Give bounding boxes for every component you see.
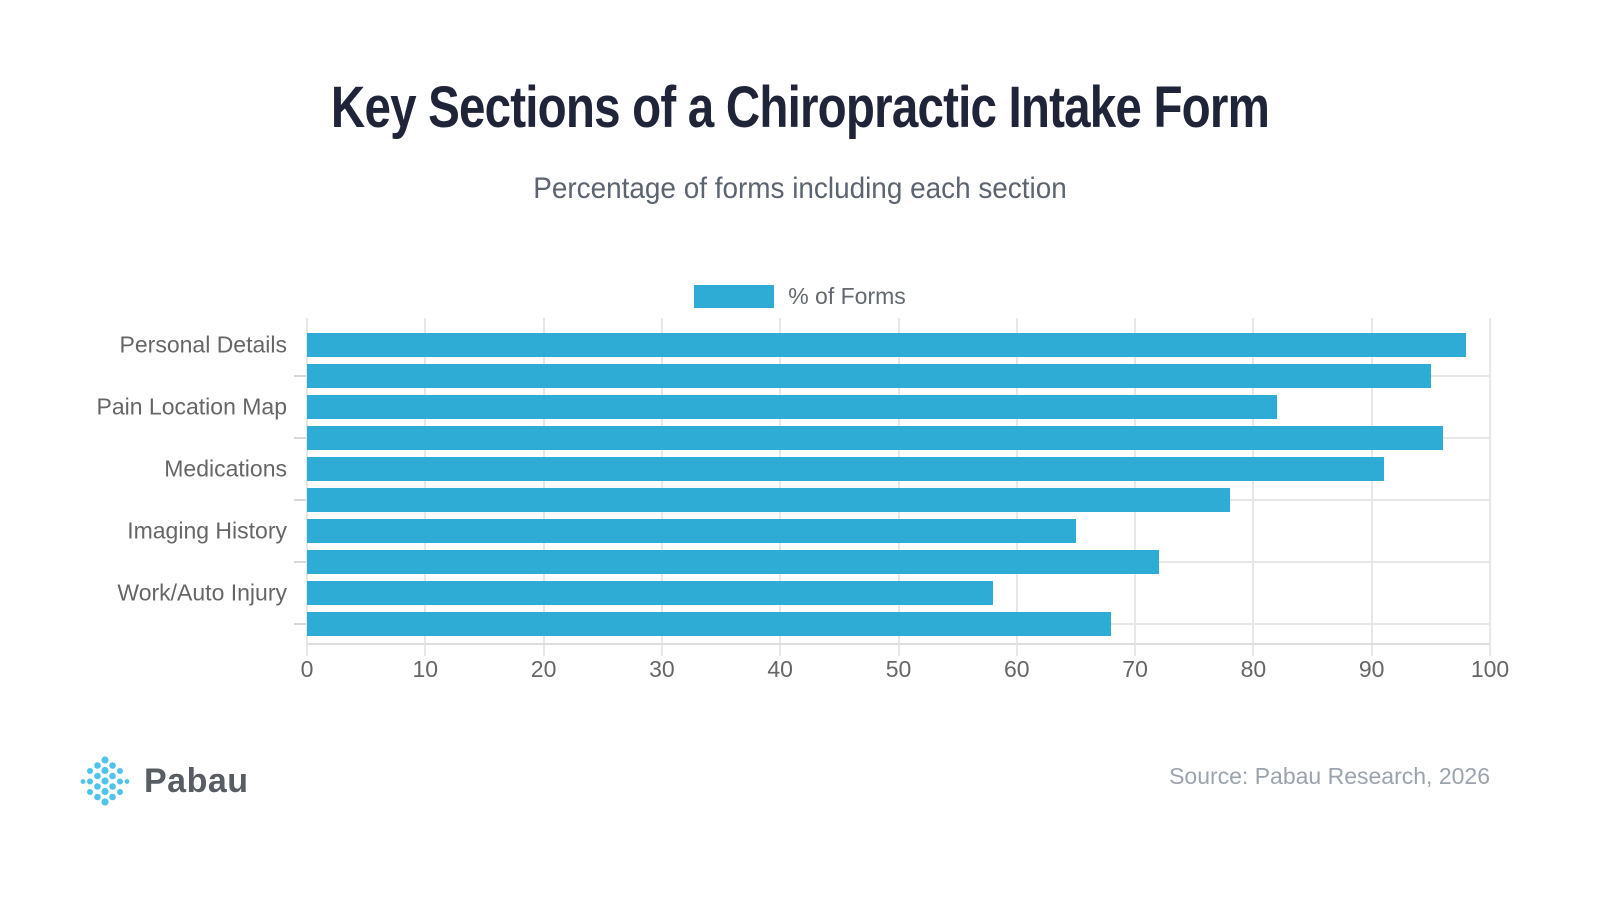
gridline-x-90 <box>1370 318 1373 656</box>
x-tick-label-70: 70 <box>1122 656 1148 682</box>
y-tick-mark <box>294 499 307 501</box>
x-tick-label-30: 30 <box>649 656 675 682</box>
x-tick-label-90: 90 <box>1358 656 1385 682</box>
y-tick-mark <box>294 561 307 563</box>
brand-name: Pabau <box>144 761 249 800</box>
gridline-x-0 <box>306 318 308 656</box>
page-subtitle: Percentage of forms including each secti… <box>533 172 1067 205</box>
y-tick-mark <box>294 375 307 377</box>
logo-dot <box>87 768 93 774</box>
logo-dot <box>101 777 109 785</box>
logo-dot <box>117 768 123 774</box>
logo-dot <box>94 793 101 801</box>
bar-Personal Details <box>307 333 1467 357</box>
gridline-x-20 <box>542 318 545 656</box>
bar-row-6 <box>307 488 1230 512</box>
legend-swatch <box>694 285 775 308</box>
bar-row-4 <box>307 426 1443 450</box>
logo-dot <box>101 798 109 806</box>
logo-dot <box>109 762 116 769</box>
x-tick-label-100: 100 <box>1470 656 1510 682</box>
logo-dot <box>117 789 123 795</box>
logo-dot <box>124 779 130 784</box>
gridline-x-40 <box>779 318 782 656</box>
bar-row-8 <box>307 550 1159 574</box>
logo-dot <box>94 783 101 790</box>
logo-dot <box>80 779 86 784</box>
logo-dot <box>117 778 123 785</box>
bar-Pain Location Map <box>307 395 1278 419</box>
y-category-label: Work/Auto Injury <box>117 579 287 606</box>
gridline-x-70 <box>1134 318 1137 656</box>
x-tick-label-0: 0 <box>300 656 314 682</box>
logo-dot <box>109 772 116 780</box>
gridline-x-60 <box>1015 318 1018 656</box>
logo-dot <box>101 766 109 775</box>
page-title: Key Sections of a Chiropractic Intake Fo… <box>330 75 1270 140</box>
y-axis-labels: Personal Details Pain Location Map Medicat… <box>0 318 290 643</box>
logo-dot <box>109 783 116 790</box>
logo-dot <box>94 762 101 769</box>
logo-dot <box>87 789 93 795</box>
x-tick-label-10: 10 <box>412 656 439 682</box>
bar-Imaging History <box>307 519 1076 543</box>
logo-dot <box>101 756 109 764</box>
y-category-label: Medications <box>164 455 287 482</box>
x-tick-label-50: 50 <box>885 656 912 682</box>
source-attribution: Source: Pabau Research, 2026 <box>1169 763 1490 789</box>
logo-dot <box>94 772 101 780</box>
y-category-label: Pain Location Map <box>96 393 287 420</box>
logo-dot <box>109 793 116 801</box>
gridline-x-10 <box>424 318 427 656</box>
gridline-x-100 <box>1489 318 1491 656</box>
y-tick-mark <box>294 437 307 439</box>
x-tick-label-20: 20 <box>530 656 557 682</box>
brand-lockup: Pabau <box>76 752 249 810</box>
bar-Medications <box>307 457 1384 481</box>
logo-dot <box>101 787 109 796</box>
legend-label: % of Forms <box>788 283 906 309</box>
gridline-x-80 <box>1252 318 1255 656</box>
gridline-x-50 <box>897 318 900 656</box>
x-tick-label-80: 80 <box>1240 656 1267 682</box>
chart-legend: % of Forms <box>0 283 1600 310</box>
y-axis-ticks <box>294 318 307 643</box>
y-category-label: Personal Details <box>119 331 287 358</box>
bar-row-10 <box>307 612 1112 636</box>
plot-area <box>306 318 1491 656</box>
gridline-x-30 <box>660 318 663 656</box>
x-tick-label-40: 40 <box>767 656 793 682</box>
x-axis-line <box>307 643 1490 645</box>
pabau-logo-icon <box>80 756 130 806</box>
bar-Work/Auto Injury <box>307 581 994 605</box>
logo-dot <box>87 778 93 785</box>
bar-row-2 <box>307 364 1431 388</box>
x-tick-label-60: 60 <box>1004 656 1030 682</box>
x-axis-labels: 0 10 20 30 40 50 60 70 80 90 100 <box>301 656 1510 686</box>
y-category-label: Imaging History <box>127 517 287 544</box>
y-tick-mark <box>294 623 307 625</box>
